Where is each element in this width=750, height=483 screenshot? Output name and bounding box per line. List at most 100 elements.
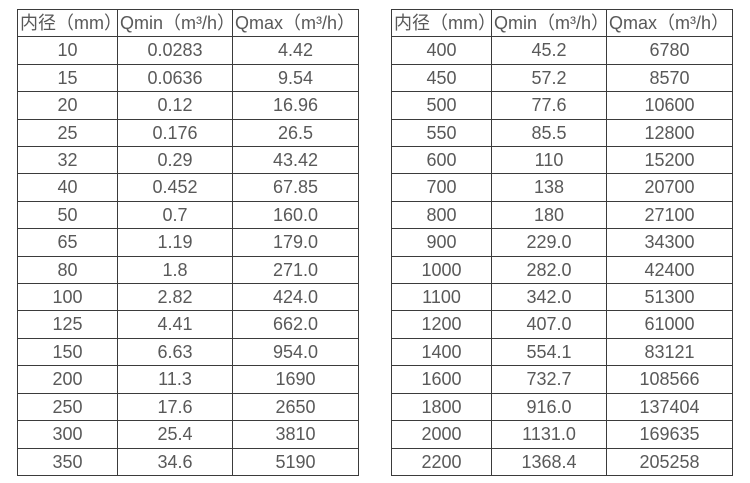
table-cell: 0.0636	[117, 63, 233, 93]
column-header: Qmin（m³/h）	[491, 8, 607, 38]
table-cell: 10	[17, 36, 118, 65]
table-cell: 271.0	[232, 255, 359, 285]
table-cell: 15	[17, 63, 118, 93]
table-cell: 1.8	[117, 255, 233, 285]
table-row: 80 1.8 271.0	[17, 255, 359, 285]
table-cell: 550	[391, 118, 492, 148]
table-cell: 1000	[391, 255, 492, 285]
table-row: 800 180 27100	[391, 200, 733, 230]
table-cell: 916.0	[491, 392, 607, 422]
table-cell: 125	[17, 310, 118, 339]
table-cell: 800	[391, 200, 492, 230]
table-cell: 600	[391, 146, 492, 175]
header-row: 内径（mm） Qmin（m³/h） Qmax（m³/h）	[391, 8, 733, 38]
table-cell: 6.63	[117, 337, 233, 367]
table-row: 150 6.63 954.0	[17, 337, 359, 367]
table-cell: 77.6	[491, 91, 607, 120]
table-cell: 700	[391, 173, 492, 202]
table-row: 15 0.0636 9.54	[17, 63, 359, 93]
table-row: 10 0.0283 4.42	[17, 36, 359, 65]
table-cell: 0.12	[117, 91, 233, 120]
table-row: 25 0.176 26.5	[17, 118, 359, 148]
table-cell: 17.6	[117, 392, 233, 422]
table-row: 1800 916.0 137404	[391, 392, 733, 422]
table-cell: 200	[17, 365, 118, 394]
table-cell: 160.0	[232, 200, 359, 230]
table-row: 250 17.6 2650	[17, 392, 359, 422]
table-cell: 15200	[606, 146, 733, 175]
table-cell: 40	[17, 173, 118, 202]
table-cell: 26.5	[232, 118, 359, 148]
table-row: 550 85.5 12800	[391, 118, 733, 148]
table-cell: 150	[17, 337, 118, 367]
column-header: 内径（mm）	[391, 8, 492, 38]
table-cell: 0.176	[117, 118, 233, 148]
table-cell: 900	[391, 228, 492, 257]
table-cell: 1600	[391, 365, 492, 394]
table-cell: 300	[17, 420, 118, 449]
table-cell: 85.5	[491, 118, 607, 148]
table-cell: 1200	[391, 310, 492, 339]
table-cell: 1400	[391, 337, 492, 367]
table-cell: 0.29	[117, 146, 233, 175]
table-cell: 1100	[391, 283, 492, 312]
table-cell: 3810	[232, 420, 359, 449]
table-cell: 424.0	[232, 283, 359, 312]
table-cell: 6780	[606, 36, 733, 65]
table-cell: 350	[17, 447, 118, 476]
table-row: 500 77.6 10600	[391, 91, 733, 120]
table-cell: 61000	[606, 310, 733, 339]
table-cell: 954.0	[232, 337, 359, 367]
table-cell: 80	[17, 255, 118, 285]
column-header: 内径（mm）	[17, 8, 118, 38]
table-cell: 20700	[606, 173, 733, 202]
table-cell: 400	[391, 36, 492, 65]
table-row: 350 34.6 5190	[17, 447, 359, 476]
table-row: 1200 407.0 61000	[391, 310, 733, 339]
table-cell: 100	[17, 283, 118, 312]
table-cell: 9.54	[232, 63, 359, 93]
table-row: 65 1.19 179.0	[17, 228, 359, 257]
table-cell: 138	[491, 173, 607, 202]
table-row: 400 45.2 6780	[391, 36, 733, 65]
table-cell: 10600	[606, 91, 733, 120]
table-cell: 554.1	[491, 337, 607, 367]
table-cell: 282.0	[491, 255, 607, 285]
table-row: 50 0.7 160.0	[17, 200, 359, 230]
table-row: 2000 1131.0 169635	[391, 420, 733, 449]
table-cell: 0.7	[117, 200, 233, 230]
table-cell: 65	[17, 228, 118, 257]
table-cell: 180	[491, 200, 607, 230]
table-cell: 250	[17, 392, 118, 422]
table-cell: 229.0	[491, 228, 607, 257]
table-row: 100 2.82 424.0	[17, 283, 359, 312]
table-cell: 43.42	[232, 146, 359, 175]
table-cell: 51300	[606, 283, 733, 312]
table-row: 1000 282.0 42400	[391, 255, 733, 285]
table-row: 40 0.452 67.85	[17, 173, 359, 202]
table-cell: 2.82	[117, 283, 233, 312]
table-cell: 32	[17, 146, 118, 175]
table-cell: 0.0283	[117, 36, 233, 65]
table-cell: 450	[391, 63, 492, 93]
table-cell: 110	[491, 146, 607, 175]
table-cell: 205258	[606, 447, 733, 476]
table-cell: 4.41	[117, 310, 233, 339]
table-row: 1600 732.7 108566	[391, 365, 733, 394]
table-row: 450 57.2 8570	[391, 63, 733, 93]
table-row: 2200 1368.4 205258	[391, 447, 733, 476]
table-cell: 27100	[606, 200, 733, 230]
table-cell: 83121	[606, 337, 733, 367]
table-cell: 25	[17, 118, 118, 148]
table-cell: 0.452	[117, 173, 233, 202]
table-cell: 169635	[606, 420, 733, 449]
table-cell: 12800	[606, 118, 733, 148]
flow-table-large-diameters: 内径（mm） Qmin（m³/h） Qmax（m³/h） 400 45.2 6780 45…	[391, 8, 733, 476]
column-header: Qmin（m³/h）	[117, 8, 233, 38]
column-header: Qmax（m³/h）	[606, 8, 733, 38]
table-cell: 732.7	[491, 365, 607, 394]
table-cell: 5190	[232, 447, 359, 476]
table-cell: 137404	[606, 392, 733, 422]
table-cell: 8570	[606, 63, 733, 93]
